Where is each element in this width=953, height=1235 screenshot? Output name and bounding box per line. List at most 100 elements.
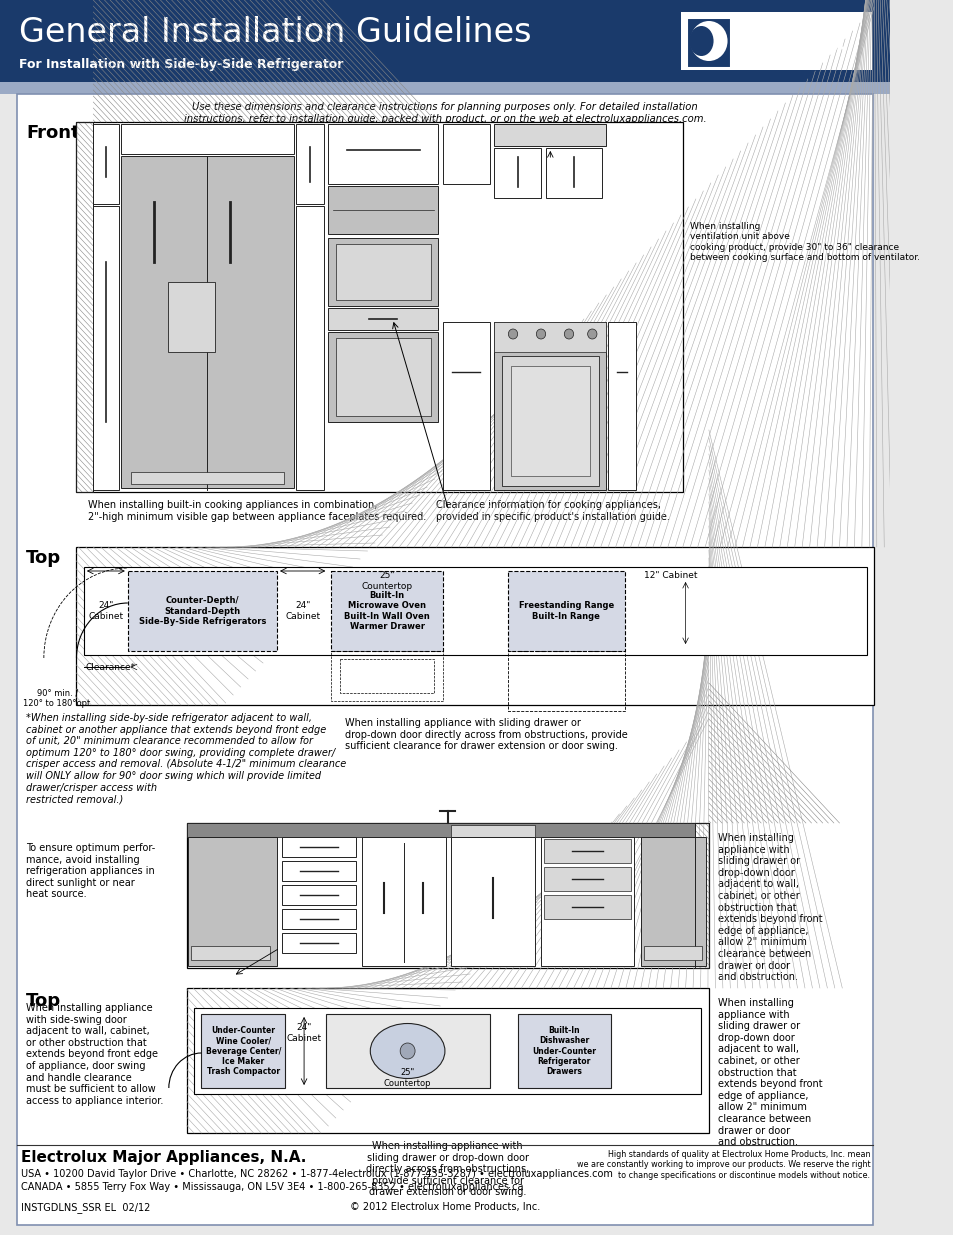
Circle shape (508, 329, 517, 338)
Text: Front: Front (26, 124, 80, 142)
Bar (335, 245, 431, 300)
Bar (328, 332, 438, 422)
Bar (76, 122, 93, 492)
Ellipse shape (370, 1024, 444, 1078)
Bar (326, 1014, 489, 1088)
Bar (494, 322, 606, 352)
Bar (93, 206, 119, 490)
Bar (451, 837, 535, 966)
Bar (508, 571, 624, 651)
Text: CANADA • 5855 Terry Fox Way • Mississauga, ON L5V 3E4 • 1-800-265-8352 • electro: CANADA • 5855 Terry Fox Way • Mississaug… (21, 1182, 522, 1192)
Bar (187, 823, 708, 968)
Bar (686, 19, 731, 68)
Bar (189, 837, 276, 966)
Text: Electrolux Major Appliances, N.A.: Electrolux Major Appliances, N.A. (21, 1150, 306, 1165)
Bar (680, 12, 871, 70)
Text: To ensure optimum perfor-
mance, avoid installing
refrigeration appliances in
di: To ensure optimum perfor- mance, avoid i… (26, 844, 155, 899)
Bar (543, 839, 630, 863)
Text: 24"
Cabinet: 24" Cabinet (89, 601, 124, 621)
Text: 24"
Cabinet: 24" Cabinet (286, 1024, 321, 1042)
Bar (281, 885, 355, 905)
Bar (193, 1008, 700, 1094)
Bar (281, 932, 355, 953)
Bar (643, 946, 701, 960)
Circle shape (536, 329, 545, 338)
Bar (442, 322, 489, 490)
Bar (281, 861, 355, 881)
Bar (168, 282, 214, 352)
Bar (281, 837, 355, 857)
Text: High standards of quality at Electrolux Home Products, Inc. mean
we are constant: High standards of quality at Electrolux … (576, 1150, 869, 1179)
Bar (328, 308, 438, 330)
Bar (128, 571, 276, 651)
Text: Clearance information for cooking appliances,
provided in specific product's ins: Clearance information for cooking applia… (436, 500, 669, 521)
Bar (442, 124, 489, 184)
Bar (328, 186, 438, 233)
Bar (93, 124, 119, 204)
Text: *When installing side-by-side refrigerator adjacent to wall,
cabinet or another : *When installing side-by-side refrigerat… (26, 713, 346, 804)
Bar (76, 547, 873, 705)
Bar (328, 124, 438, 184)
Text: When installing
appliance with
sliding drawer or
drop-down door
adjacent to wall: When installing appliance with sliding d… (718, 998, 822, 1147)
Text: When installing appliance with sliding drawer or
drop-down door directly across : When installing appliance with sliding d… (345, 718, 627, 751)
Bar (187, 988, 708, 1132)
Bar (187, 823, 694, 837)
Text: INSTGDLNS_SSR EL  02/12: INSTGDLNS_SSR EL 02/12 (21, 1202, 150, 1213)
Bar (442, 352, 489, 359)
Text: Top: Top (26, 992, 61, 1010)
Bar (0, 82, 889, 94)
Text: For Installation with Side-by-Side Refrigerator: For Installation with Side-by-Side Refri… (19, 58, 343, 70)
Bar (508, 651, 624, 711)
Text: USA • 10200 David Taylor Drive • Charlotte, NC 28262 • 1-877-4electrolux (1-877-: USA • 10200 David Taylor Drive • Charlot… (21, 1170, 612, 1179)
Text: Use these dimensions and clearance instructions for planning purposes only. For : Use these dimensions and clearance instr… (183, 103, 705, 124)
Bar (121, 156, 294, 488)
Bar (295, 206, 323, 490)
Bar (540, 837, 634, 966)
Text: Clearance*: Clearance* (86, 662, 135, 672)
Bar (543, 895, 630, 919)
Bar (0, 0, 889, 82)
Text: General Installation Guidelines: General Installation Guidelines (19, 16, 531, 49)
Text: 90° min. /
120° to 180°opt.: 90° min. / 120° to 180°opt. (23, 689, 92, 709)
Bar (295, 124, 323, 204)
Bar (201, 1014, 285, 1088)
Ellipse shape (689, 26, 713, 56)
Text: 12" Cabinet: 12" Cabinet (643, 571, 697, 580)
Bar (543, 867, 630, 890)
Text: Built-In
Microwave Oven
Built-In Wall Oven
Warmer Drawer: Built-In Microwave Oven Built-In Wall Ov… (344, 590, 430, 631)
Circle shape (690, 21, 727, 61)
Bar (494, 322, 606, 490)
Bar (84, 567, 865, 655)
Bar (511, 366, 589, 475)
Text: When installing appliance with
sliding drawer or drop-down door
directly across : When installing appliance with sliding d… (366, 1141, 529, 1198)
Bar (331, 651, 442, 701)
Bar (131, 472, 284, 484)
Circle shape (564, 329, 573, 338)
Text: Front: Front (195, 823, 250, 841)
Bar (545, 148, 601, 198)
Text: Electrolux: Electrolux (740, 35, 844, 54)
Bar (361, 837, 445, 966)
Bar (640, 837, 705, 966)
Bar (451, 825, 535, 837)
Bar (340, 659, 434, 693)
Bar (494, 124, 606, 146)
Bar (335, 338, 431, 416)
Text: When installing
ventilation unit above
cooking product, provide 30" to 36" clear: When installing ventilation unit above c… (690, 222, 920, 262)
Bar (607, 322, 636, 490)
Text: Built-In
Dishwasher
Under-Counter
Refrigerator
Drawers: Built-In Dishwasher Under-Counter Refrig… (532, 1026, 596, 1076)
Bar (121, 124, 294, 154)
Bar (331, 571, 442, 651)
Bar (694, 823, 708, 968)
Circle shape (587, 329, 597, 338)
Bar (328, 238, 438, 306)
Text: When installing appliance
with side-swing door
adjacent to wall, cabinet,
or oth: When installing appliance with side-swin… (26, 1003, 163, 1105)
Text: Top: Top (26, 550, 61, 567)
Text: When installing
appliance with
sliding drawer or
drop-down door
adjacent to wall: When installing appliance with sliding d… (718, 832, 822, 982)
Text: 25"
Countertop: 25" Countertop (383, 1068, 431, 1088)
Text: © 2012 Electrolux Home Products, Inc.: © 2012 Electrolux Home Products, Inc. (350, 1202, 539, 1212)
Bar (191, 946, 271, 960)
Text: 25"
Countertop: 25" Countertop (361, 572, 413, 590)
Text: 24"
Cabinet: 24" Cabinet (285, 601, 320, 621)
Bar (494, 148, 540, 198)
